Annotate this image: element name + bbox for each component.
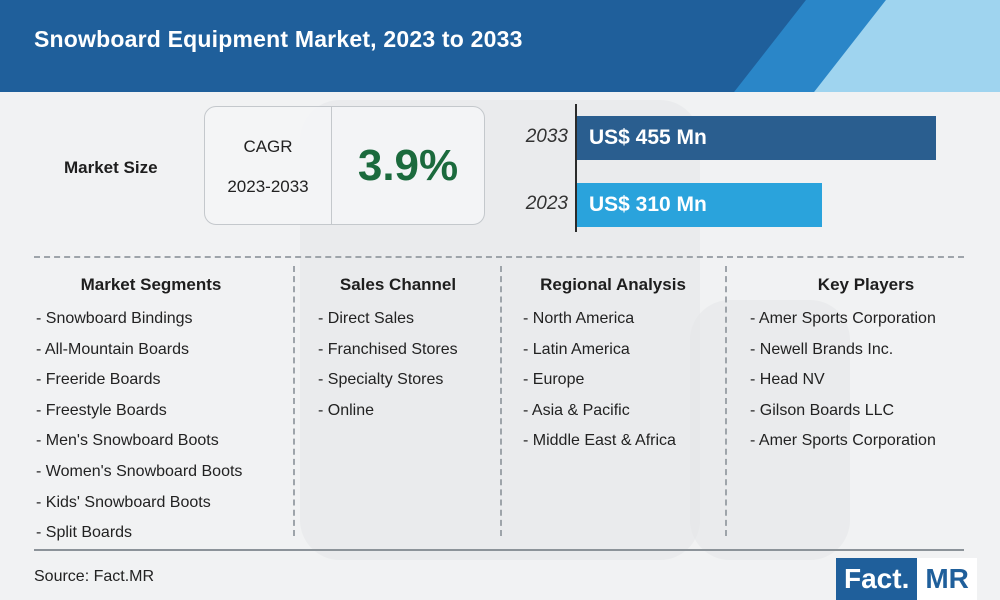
list-item: - Amer Sports Corporation [750, 432, 936, 450]
list-item: - Kids' Snowboard Boots [36, 493, 211, 511]
cagr-box: CAGR 2023-2033 3.9% [204, 106, 485, 225]
column-header: Market Segments [80, 275, 222, 294]
column-market-segments: Market Segments - Snowboard Bindings - Al… [36, 275, 266, 549]
bar-value-label: US$ 455 Mn [589, 126, 707, 149]
list-item: - Latin America [523, 340, 630, 358]
column-divider [293, 266, 295, 536]
list-item: - Europe [523, 371, 585, 389]
list-item: - Asia & Pacific [523, 401, 630, 419]
cagr-period: 2023-2033 [227, 177, 309, 196]
header-banner: Snowboard Equipment Market, 2023 to 2033 [0, 0, 1000, 92]
bar-category-label: 2033 [525, 126, 568, 147]
list-item: - Head NV [750, 371, 825, 389]
column-key-players: Key Players - Amer Sports Corporation - N… [750, 275, 982, 457]
bar-value-label: US$ 310 Mn [589, 193, 707, 216]
cagr-label: CAGR [243, 137, 293, 156]
list-item: - All-Mountain Boards [36, 340, 189, 358]
list-item: - Middle East & Africa [523, 432, 676, 450]
logo-text: Fact. [836, 558, 918, 600]
list-item: - Newell Brands Inc. [750, 340, 894, 358]
column-header: Regional Analysis [540, 275, 686, 294]
column-regional-analysis: Regional Analysis - North America - Latin… [523, 275, 703, 457]
list-item: - Split Boards [36, 524, 133, 542]
market-size-label: Market Size [64, 158, 158, 177]
list-item: - Women's Snowboard Boots [36, 462, 243, 480]
factmr-logo: Fact. MR [836, 558, 977, 600]
cagr-value: 3.9% [357, 141, 459, 190]
list-item: - Freestyle Boards [36, 401, 167, 419]
logo-text: MR [917, 558, 977, 600]
divider-dashed [34, 256, 964, 258]
column-header: Sales Channel [339, 275, 457, 294]
column-divider [725, 266, 727, 536]
page-title: Snowboard Equipment Market, 2023 to 2033 [34, 26, 523, 52]
column-header: Key Players [817, 275, 915, 294]
bar-axis [575, 104, 577, 232]
list-item: - North America [523, 310, 635, 327]
source-note: Source: Fact.MR [34, 568, 155, 585]
cagr-divider [331, 107, 332, 224]
list-item: - Franchised Stores [318, 340, 458, 358]
bar-2033: US$ 455 Mn [577, 116, 936, 160]
bar-category-label: 2023 [525, 193, 568, 214]
bar-2023: US$ 310 Mn [577, 183, 822, 227]
background-figure [690, 300, 850, 560]
list-item: - Online [318, 401, 375, 419]
list-item: - Amer Sports Corporation [750, 310, 936, 327]
column-sales-channel: Sales Channel - Direct Sales - Franchised… [318, 275, 478, 426]
list-item: - Snowboard Bindings [36, 310, 193, 327]
list-item: - Freeride Boards [36, 371, 161, 389]
list-item: - Direct Sales [318, 310, 415, 327]
list-item: - Specialty Stores [318, 371, 444, 389]
list-item: - Gilson Boards LLC [750, 401, 895, 419]
list-item: - Men's Snowboard Boots [36, 432, 219, 450]
column-divider [500, 266, 502, 536]
footer-divider [34, 549, 964, 551]
